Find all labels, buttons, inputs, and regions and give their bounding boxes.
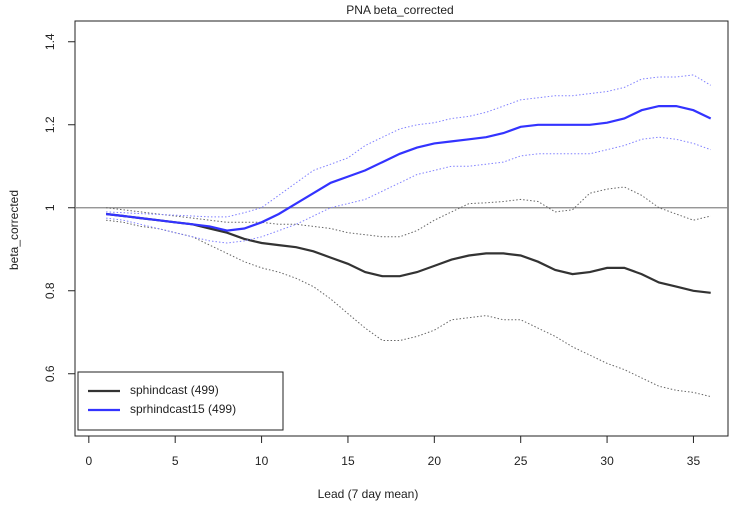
y-tick-label: 0.8 bbox=[43, 282, 57, 299]
x-tick-label: 0 bbox=[85, 454, 92, 468]
upper-bound-line bbox=[106, 74, 711, 218]
chart-title: PNA beta_corrected bbox=[346, 3, 453, 17]
x-tick-label: 20 bbox=[428, 454, 442, 468]
series-line bbox=[105, 212, 711, 294]
x-tick-label: 10 bbox=[255, 454, 269, 468]
series-line bbox=[105, 105, 712, 232]
x-axis-label: Lead (7 day mean) bbox=[318, 487, 419, 501]
lower-bound-line bbox=[106, 136, 711, 244]
legend-box bbox=[77, 371, 284, 431]
lower-bound-line bbox=[106, 219, 711, 398]
x-tick-label: 30 bbox=[600, 454, 614, 468]
legend-label: sphindcast (499) bbox=[130, 383, 219, 397]
x-tick-label: 15 bbox=[341, 454, 355, 468]
x-tick-label: 35 bbox=[687, 454, 701, 468]
y-tick-label: 1.2 bbox=[43, 116, 57, 133]
y-axis-label: beta_corrected bbox=[7, 190, 21, 270]
x-tick-label: 5 bbox=[172, 454, 179, 468]
y-tick-label: 1.4 bbox=[43, 33, 57, 50]
y-tick-label: 0.6 bbox=[43, 365, 57, 382]
x-tick-label: 25 bbox=[514, 454, 528, 468]
plot-frame bbox=[74, 20, 729, 437]
legend-label: sprhindcast15 (499) bbox=[130, 402, 236, 416]
y-tick-label: 1 bbox=[43, 204, 57, 211]
upper-bound-line bbox=[106, 186, 711, 238]
